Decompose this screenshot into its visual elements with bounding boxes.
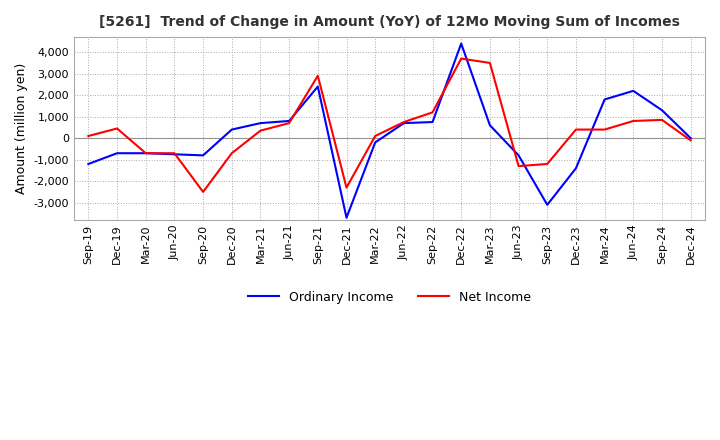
Ordinary Income: [170, 152, 179, 157]
Net Income: [572, 127, 580, 132]
Net Income: [84, 133, 93, 139]
Net Income: [141, 150, 150, 156]
Net Income: [543, 161, 552, 167]
Net Income: [342, 185, 351, 190]
Net Income: [485, 60, 494, 66]
Net Income: [256, 128, 265, 133]
Ordinary Income: [600, 97, 609, 102]
Title: [5261]  Trend of Change in Amount (YoY) of 12Mo Moving Sum of Incomes: [5261] Trend of Change in Amount (YoY) o…: [99, 15, 680, 29]
Net Income: [285, 121, 294, 126]
Ordinary Income: [514, 153, 523, 158]
Net Income: [629, 118, 638, 124]
Ordinary Income: [400, 121, 408, 126]
Net Income: [657, 117, 666, 122]
Net Income: [428, 110, 437, 115]
Ordinary Income: [199, 153, 207, 158]
Legend: Ordinary Income, Net Income: Ordinary Income, Net Income: [243, 286, 536, 309]
Net Income: [686, 138, 695, 143]
Ordinary Income: [285, 118, 294, 124]
Ordinary Income: [657, 107, 666, 113]
Line: Ordinary Income: Ordinary Income: [89, 44, 690, 218]
Ordinary Income: [313, 84, 322, 89]
Net Income: [457, 56, 466, 61]
Ordinary Income: [543, 202, 552, 208]
Ordinary Income: [342, 215, 351, 220]
Net Income: [600, 127, 609, 132]
Ordinary Income: [228, 127, 236, 132]
Net Income: [371, 133, 379, 139]
Net Income: [113, 126, 122, 131]
Line: Net Income: Net Income: [89, 59, 690, 192]
Ordinary Income: [686, 136, 695, 141]
Ordinary Income: [371, 140, 379, 145]
Net Income: [228, 150, 236, 156]
Ordinary Income: [485, 123, 494, 128]
Ordinary Income: [572, 165, 580, 171]
Ordinary Income: [256, 121, 265, 126]
Ordinary Income: [113, 150, 122, 156]
Ordinary Income: [428, 119, 437, 125]
Net Income: [514, 164, 523, 169]
Net Income: [170, 150, 179, 156]
Ordinary Income: [457, 41, 466, 46]
Net Income: [199, 189, 207, 194]
Ordinary Income: [629, 88, 638, 94]
Ordinary Income: [84, 161, 93, 167]
Net Income: [313, 73, 322, 78]
Ordinary Income: [141, 150, 150, 156]
Net Income: [400, 119, 408, 125]
Y-axis label: Amount (million yen): Amount (million yen): [15, 63, 28, 194]
